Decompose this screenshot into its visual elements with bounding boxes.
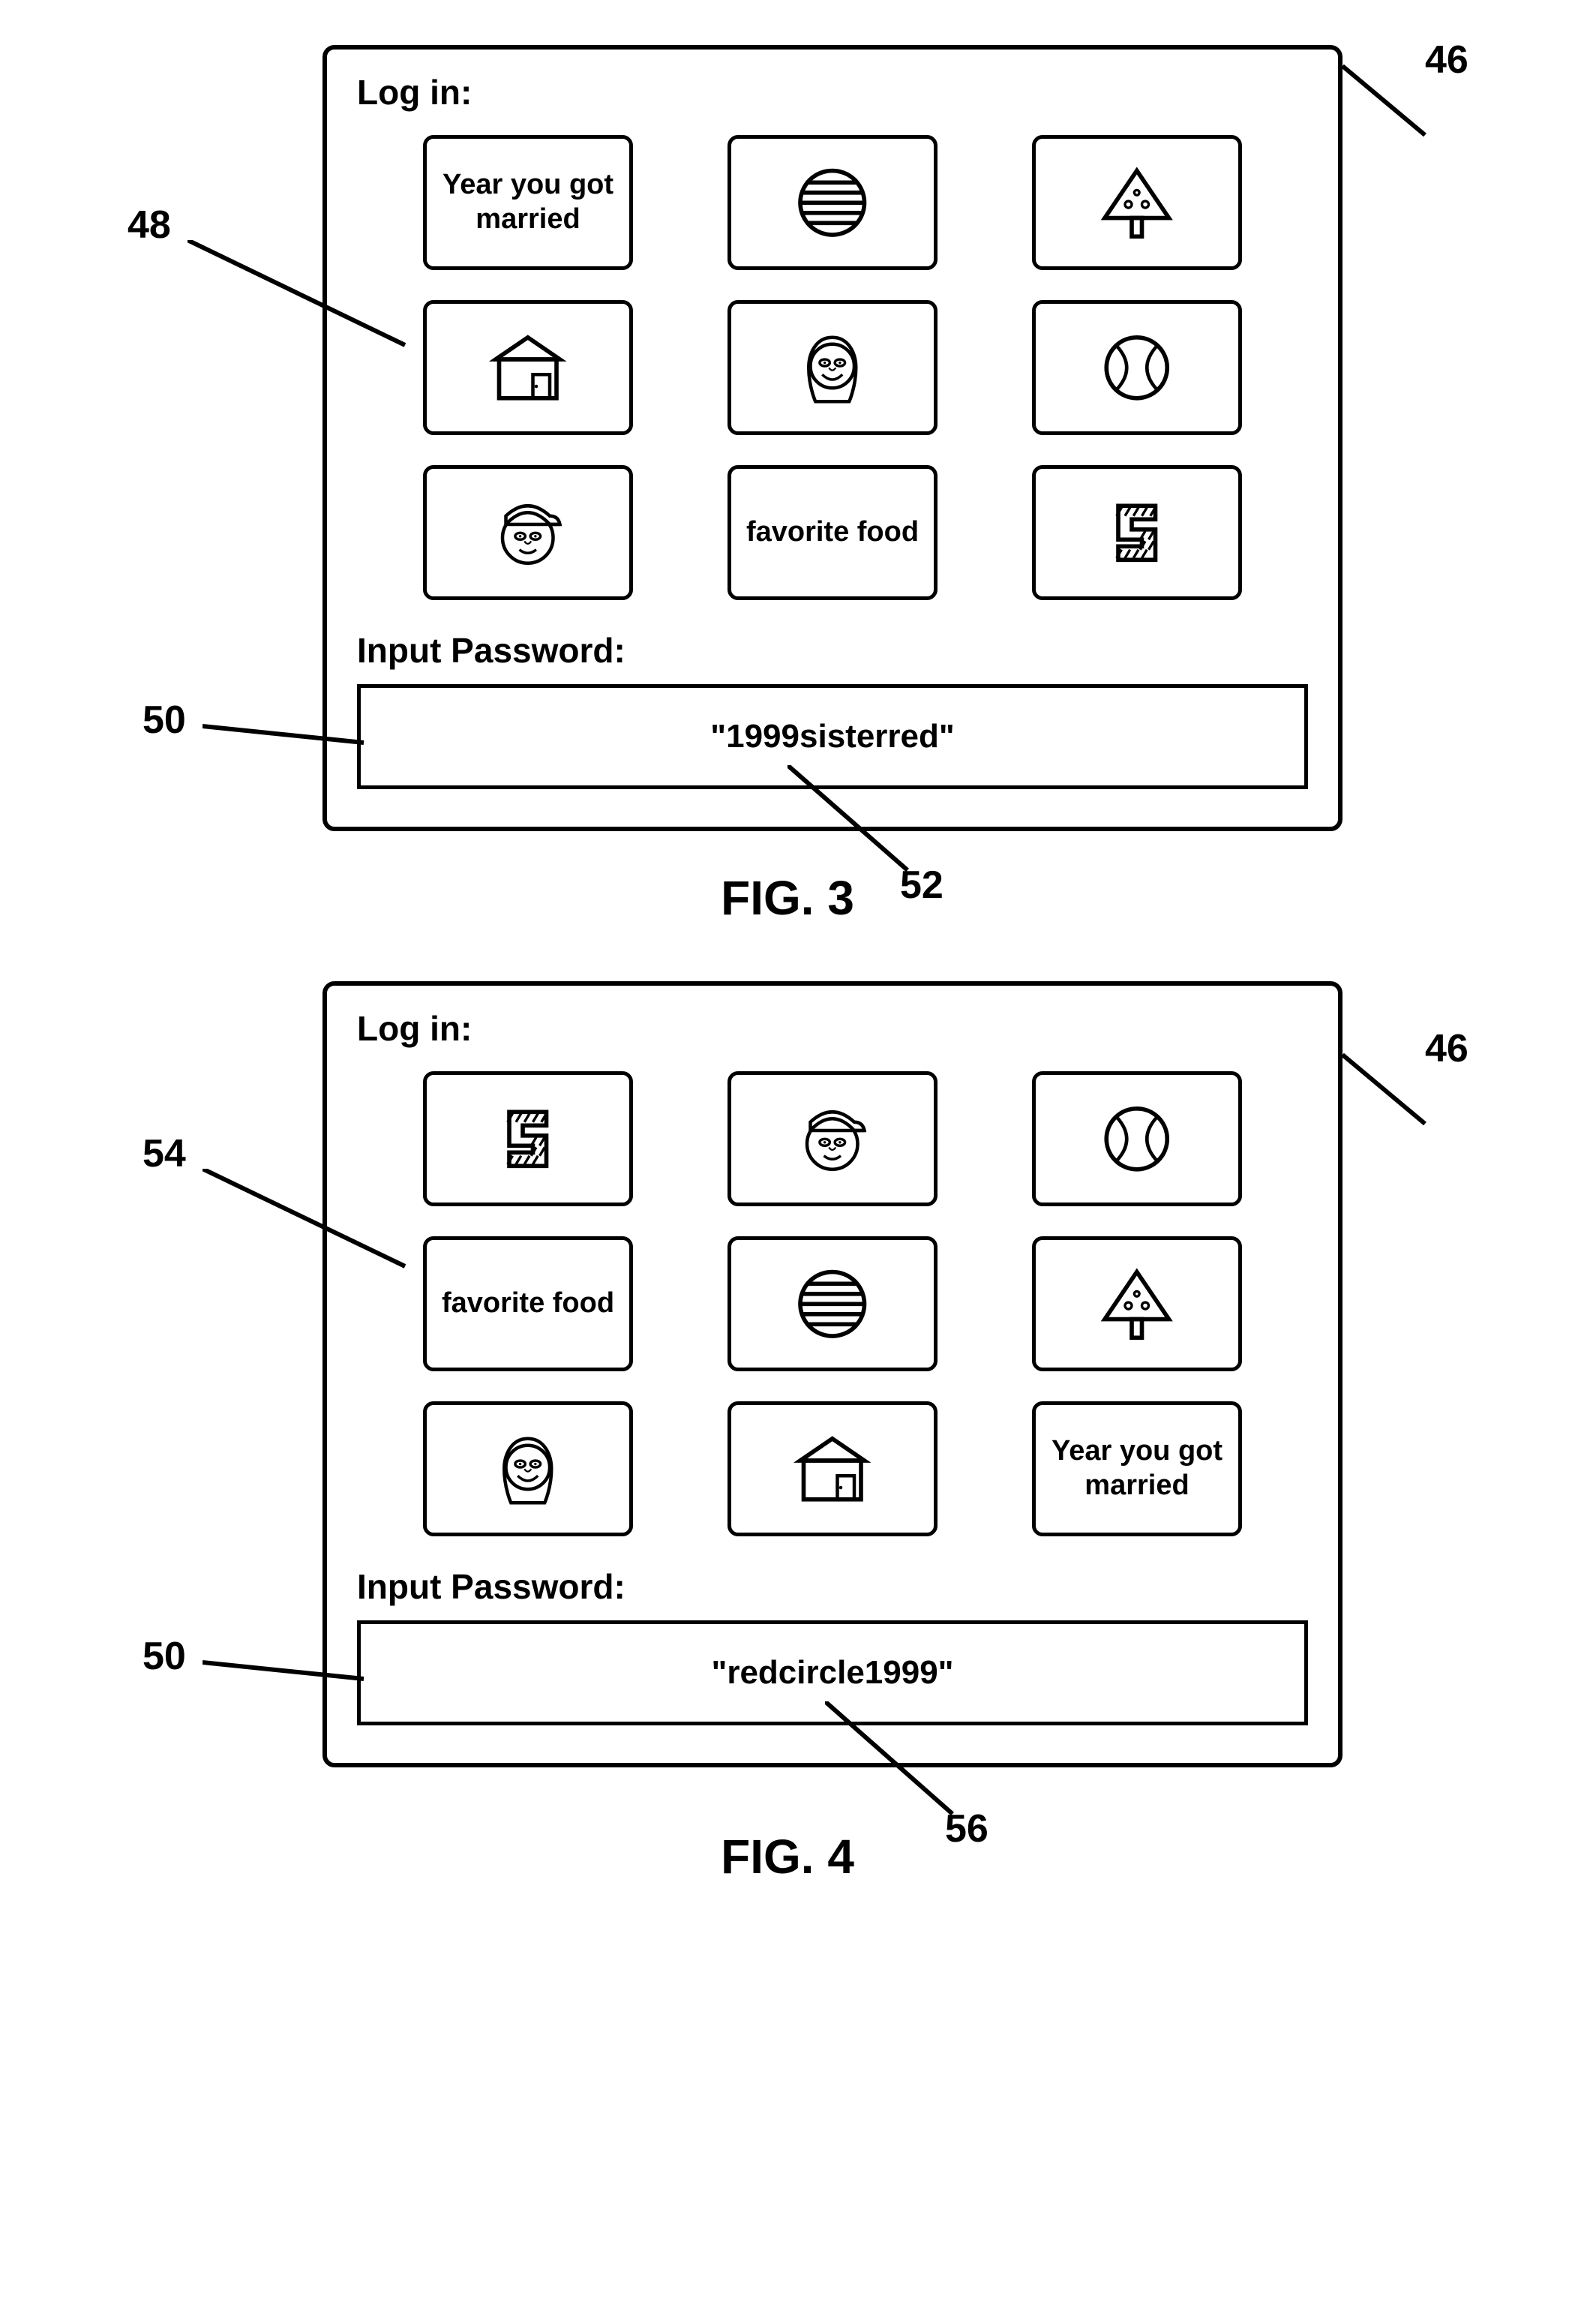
tile-striped-circle-icon[interactable] [728,135,938,270]
lead-50 [202,1656,368,1686]
figure-caption: FIG. 4 [75,1829,1500,1884]
tile-capboy-icon[interactable] [728,1071,938,1206]
ref-48: 48 [128,203,171,248]
ref-50: 50 [142,698,186,743]
ref-50: 50 [142,1634,186,1679]
tile-house-icon[interactable] [728,1401,938,1536]
tile-five-icon[interactable] [1032,465,1242,600]
input-label: Input Password: [357,630,1308,671]
lead-50 [202,720,368,750]
tile-striped-circle-icon[interactable] [728,1236,938,1371]
password-value: "redcircle1999" [711,1654,953,1692]
lead-46 [1342,60,1440,150]
tile-girl-icon[interactable] [423,1401,633,1536]
lead-52 [788,765,915,878]
tile-grid: favorite food Year you got married [357,1071,1308,1536]
lead-54 [202,1169,412,1274]
password-value: "1999sisterred" [710,718,955,755]
figure-caption: FIG. 3 [75,870,1500,926]
tile-ball-icon[interactable] [1032,300,1242,435]
input-label: Input Password: [357,1566,1308,1607]
tile-capboy-icon[interactable] [423,465,633,600]
tile-tree-icon[interactable] [1032,1236,1242,1371]
login-panel: Log in: Year you got married favorite fo… [322,45,1342,831]
tile-tree-icon[interactable] [1032,135,1242,270]
login-panel: Log in: favorite food Year you got marri… [322,981,1342,1767]
tile-house-icon[interactable] [423,300,633,435]
tile-text-year-married[interactable]: Year you got married [1032,1401,1242,1536]
tile-text-favorite-food[interactable]: favorite food [728,465,938,600]
tile-ball-icon[interactable] [1032,1071,1242,1206]
figure-3: Log in: Year you got married favorite fo… [75,45,1500,831]
figure-4: Log in: favorite food Year you got marri… [75,981,1500,1767]
tile-girl-icon[interactable] [728,300,938,435]
panel-title: Log in: [357,1008,1308,1049]
tile-text-favorite-food[interactable]: favorite food [423,1236,633,1371]
panel-title: Log in: [357,72,1308,113]
lead-46 [1342,1049,1440,1139]
tile-grid: Year you got married favorite food [357,135,1308,600]
ref-54: 54 [142,1131,186,1176]
tile-five-icon[interactable] [423,1071,633,1206]
lead-56 [825,1701,960,1821]
tile-text-year-married[interactable]: Year you got married [423,135,633,270]
lead-48 [188,240,412,353]
